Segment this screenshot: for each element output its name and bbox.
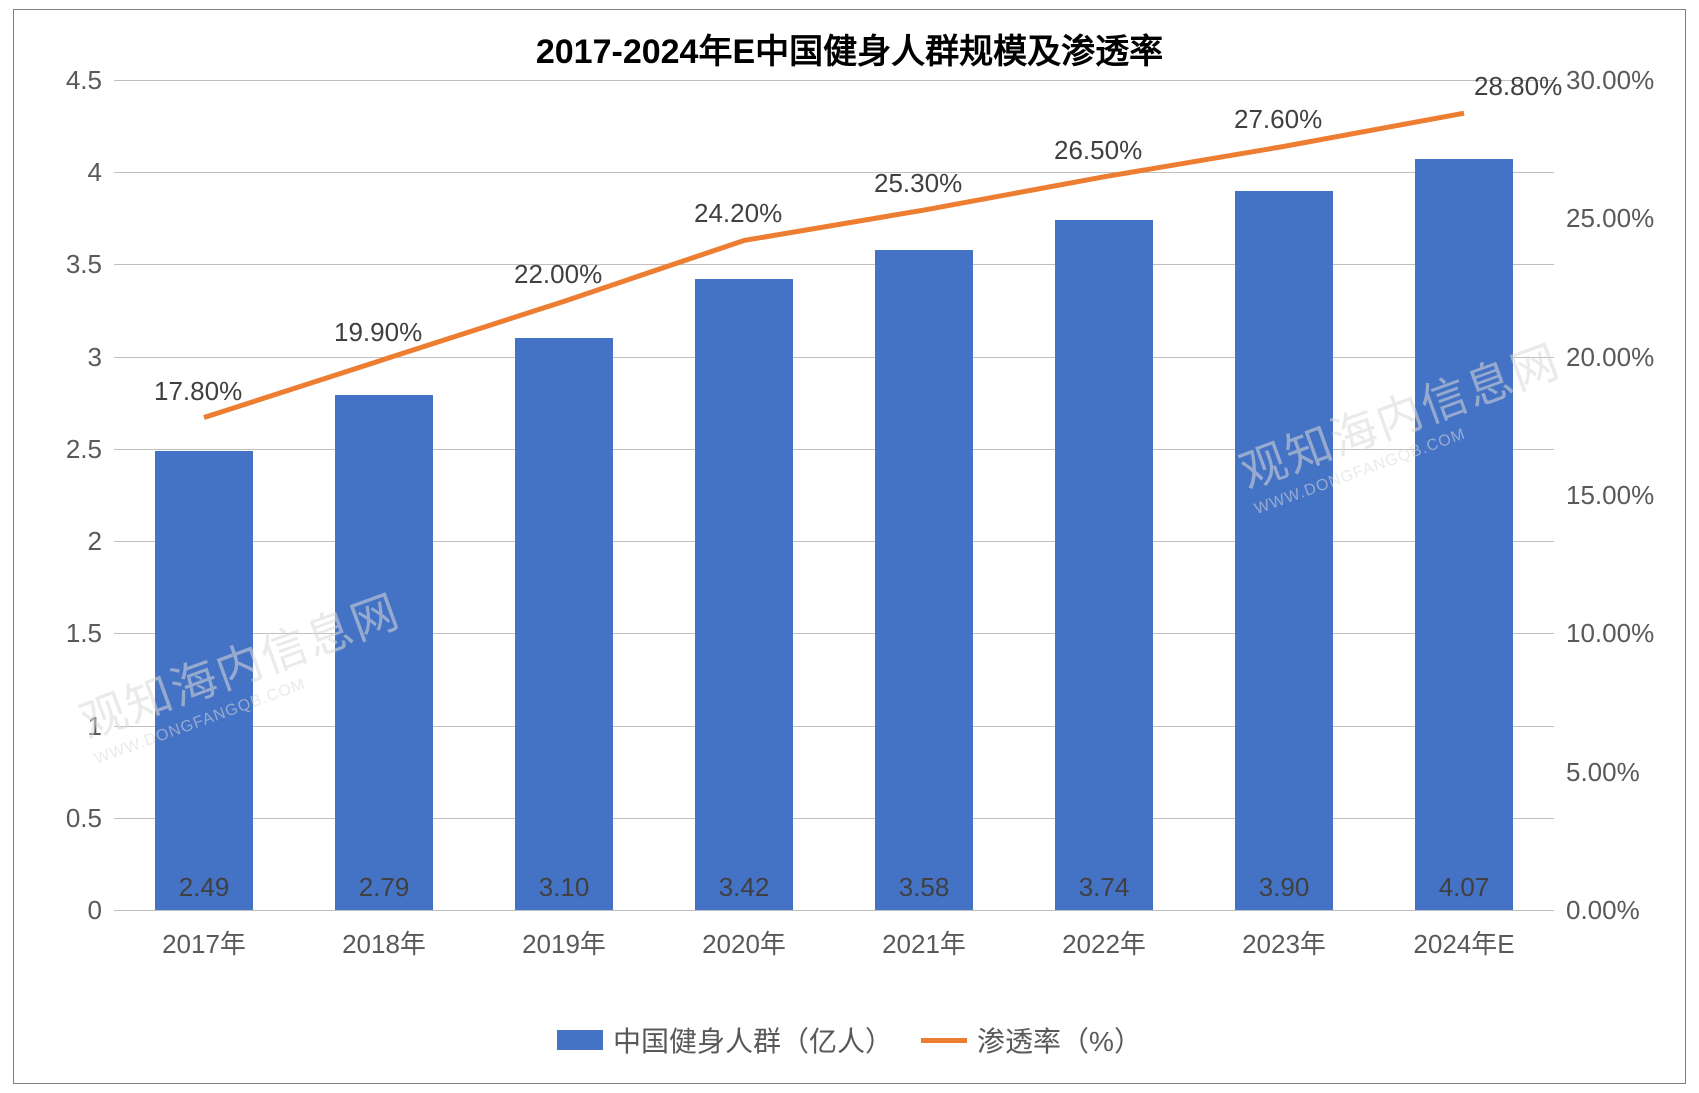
y-right-tick-label: 25.00% [1566, 203, 1654, 234]
y-left-tick-label: 4.5 [66, 65, 102, 96]
y-left-tick-label: 2.5 [66, 434, 102, 465]
y-left-tick-label: 3 [88, 342, 102, 373]
chart-title: 2017-2024年E中国健身人群规模及渗透率 [14, 24, 1685, 73]
y-left-tick-label: 0 [88, 895, 102, 926]
y-left-tick-label: 4 [88, 157, 102, 188]
legend: 中国健身人群（亿人） 渗透率（%） [14, 1020, 1685, 1060]
x-tick-label: 2019年 [474, 924, 654, 961]
y-right-tick-label: 10.00% [1566, 618, 1654, 649]
plot-area: 00.511.522.533.544.50.00%5.00%10.00%15.0… [114, 80, 1554, 910]
x-tick-label: 2017年 [114, 924, 294, 961]
gridline [114, 910, 1554, 911]
x-tick-label: 2022年 [1014, 924, 1194, 961]
legend-swatch-bar [557, 1030, 603, 1050]
x-tick-label: 2024年E [1374, 924, 1554, 961]
legend-item-bar: 中国健身人群（亿人） [557, 1020, 893, 1060]
x-tick-label: 2021年 [834, 924, 1014, 961]
legend-item-line: 渗透率（%） [921, 1020, 1142, 1060]
legend-label-line: 渗透率（%） [977, 1020, 1142, 1060]
y-right-tick-label: 5.00% [1566, 757, 1640, 788]
y-right-tick-label: 30.00% [1566, 65, 1654, 96]
y-right-tick-label: 20.00% [1566, 342, 1654, 373]
y-left-tick-label: 3.5 [66, 249, 102, 280]
y-left-tick-label: 0.5 [66, 803, 102, 834]
y-right-tick-label: 0.00% [1566, 895, 1640, 926]
y-left-tick-label: 1.5 [66, 618, 102, 649]
legend-label-bar: 中国健身人群（亿人） [613, 1020, 893, 1060]
chart-container: 2017-2024年E中国健身人群规模及渗透率 00.511.522.533.5… [13, 9, 1686, 1084]
x-tick-label: 2023年 [1194, 924, 1374, 961]
y-right-tick-label: 15.00% [1566, 480, 1654, 511]
x-tick-label: 2018年 [294, 924, 474, 961]
line-series [114, 80, 1554, 910]
y-left-tick-label: 1 [88, 711, 102, 742]
legend-swatch-line [921, 1038, 967, 1043]
y-left-tick-label: 2 [88, 526, 102, 557]
x-tick-label: 2020年 [654, 924, 834, 961]
